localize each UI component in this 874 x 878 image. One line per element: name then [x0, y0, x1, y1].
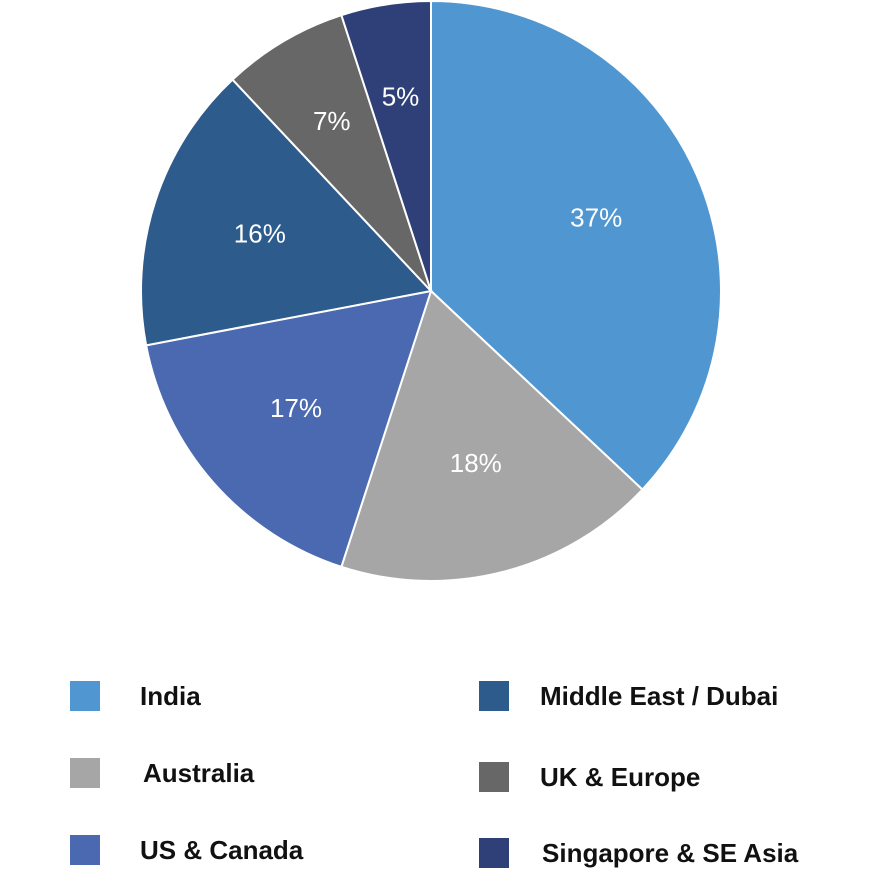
legend-swatch-india: [70, 681, 100, 711]
slice-label-us-canada: 17%: [270, 393, 322, 423]
legend-item-middle-east-dubai: Middle East / Dubai: [479, 676, 778, 716]
legend-label-uk-europe: UK & Europe: [540, 761, 701, 792]
legend-swatch-uk-europe: [479, 762, 509, 792]
pie-slice-australia: [340, 289, 644, 582]
pie-slice-middle-east-dubai: [140, 78, 433, 347]
pie-chart: 37% 18% 17% 16% 7% 5%: [140, 0, 722, 582]
legend-item-singapore-se-asia: Singapore & SE Asia: [479, 833, 798, 873]
legend: India Australia US & Canada Middle East …: [0, 660, 874, 878]
slice-label-uk-europe: 7%: [313, 106, 351, 136]
legend-item-australia: Australia: [70, 753, 254, 793]
pie-slice-india: [430, 0, 722, 491]
pie-slices: [140, 0, 722, 582]
legend-item-uk-europe: UK & Europe: [479, 757, 700, 797]
legend-label-us-canada: US & Canada: [140, 834, 304, 865]
pie-labels: 37% 18% 17% 16% 7% 5%: [234, 81, 622, 478]
legend-label-australia: Australia: [143, 757, 255, 788]
legend-label-india: India: [140, 680, 201, 711]
legend-swatch-australia: [70, 758, 100, 788]
legend-item-us-canada: US & Canada: [70, 830, 303, 870]
pie-slice-singapore-se-asia: [340, 0, 432, 292]
slice-label-middle-east-dubai: 16%: [234, 218, 286, 248]
legend-swatch-us-canada: [70, 835, 100, 865]
pie-slice-uk-europe: [231, 13, 432, 292]
legend-swatch-middle-east-dubai: [479, 681, 509, 711]
legend-item-india: India: [70, 676, 201, 716]
slice-label-singapore-se-asia: 5%: [382, 81, 420, 111]
pie-slice-us-canada: [144, 289, 433, 569]
legend-label-singapore-se-asia: Singapore & SE Asia: [542, 837, 799, 868]
legend-label-middle-east-dubai: Middle East / Dubai: [540, 680, 779, 711]
legend-swatch-singapore-se-asia: [479, 838, 509, 868]
slice-label-australia: 18%: [450, 448, 502, 478]
slice-label-india: 37%: [570, 202, 622, 232]
